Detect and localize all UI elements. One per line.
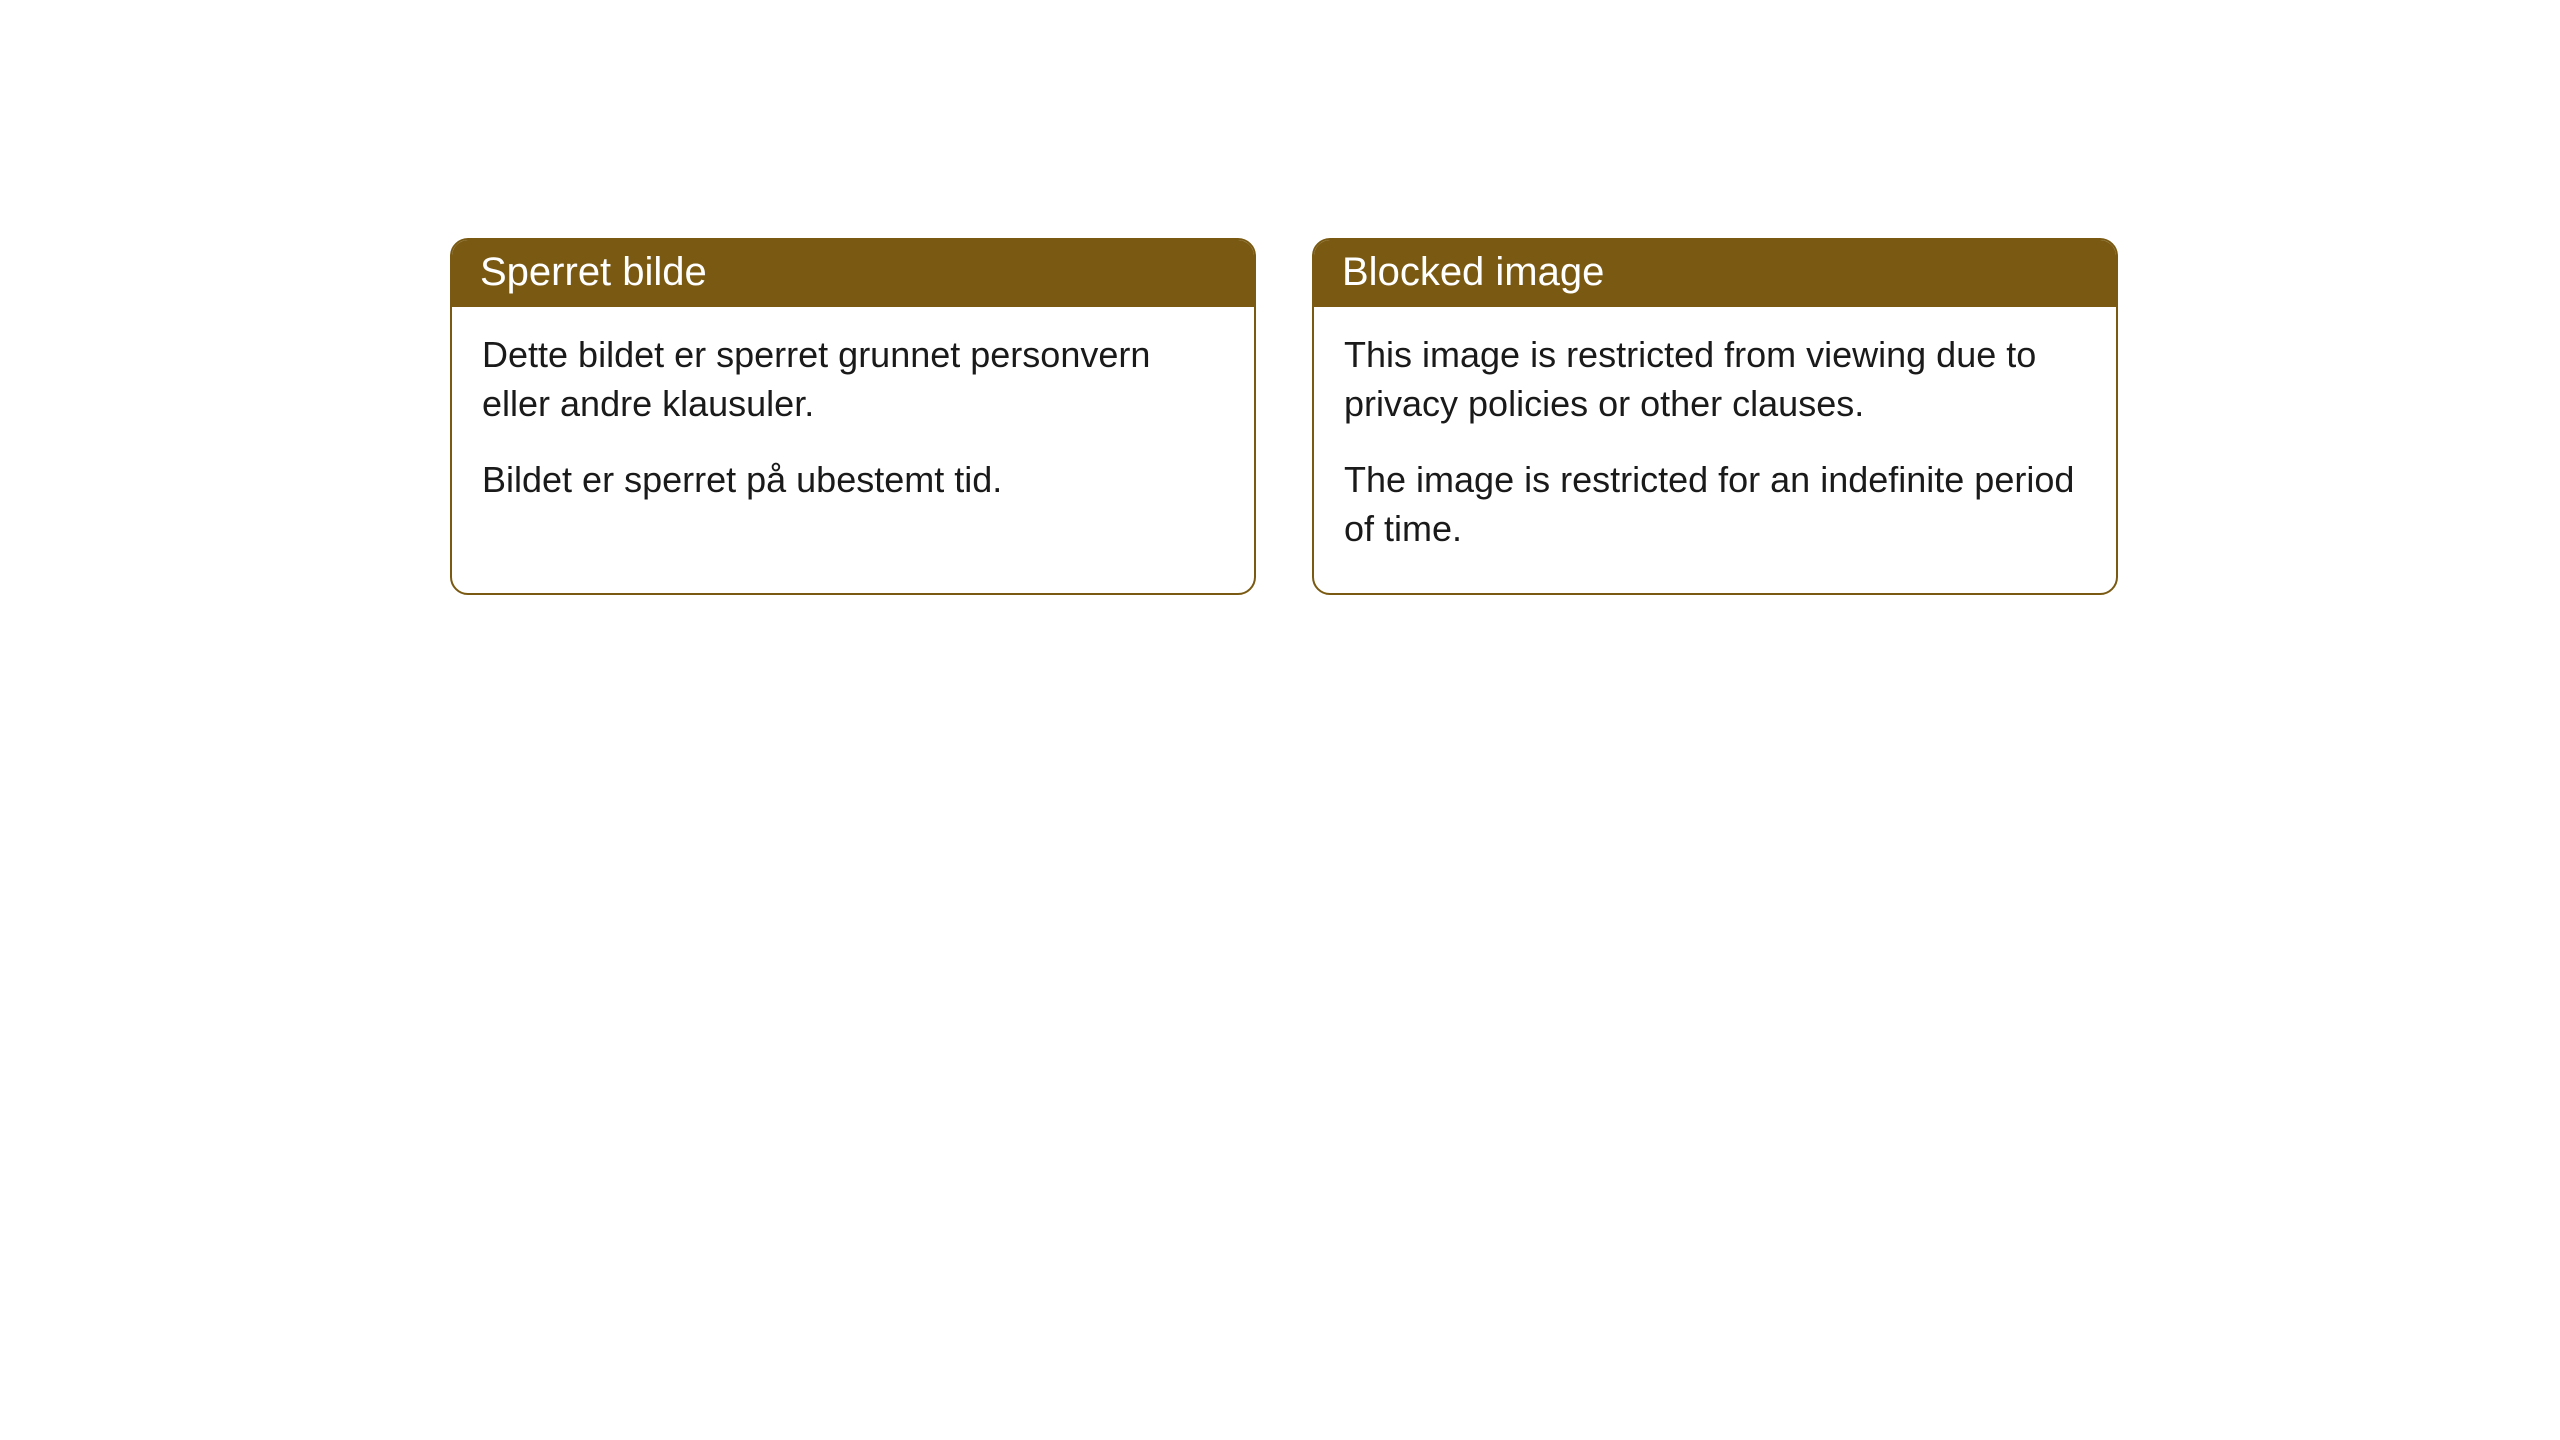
card-title: Blocked image	[1314, 240, 2116, 307]
blocked-image-card-norwegian: Sperret bilde Dette bildet er sperret gr…	[450, 238, 1256, 595]
card-title: Sperret bilde	[452, 240, 1254, 307]
card-paragraph: Bildet er sperret på ubestemt tid.	[482, 456, 1224, 505]
blocked-image-card-english: Blocked image This image is restricted f…	[1312, 238, 2118, 595]
card-paragraph: This image is restricted from viewing du…	[1344, 331, 2086, 428]
card-body: Dette bildet er sperret grunnet personve…	[452, 307, 1254, 545]
card-paragraph: The image is restricted for an indefinit…	[1344, 456, 2086, 553]
card-body: This image is restricted from viewing du…	[1314, 307, 2116, 593]
card-paragraph: Dette bildet er sperret grunnet personve…	[482, 331, 1224, 428]
cards-container: Sperret bilde Dette bildet er sperret gr…	[0, 0, 2560, 595]
